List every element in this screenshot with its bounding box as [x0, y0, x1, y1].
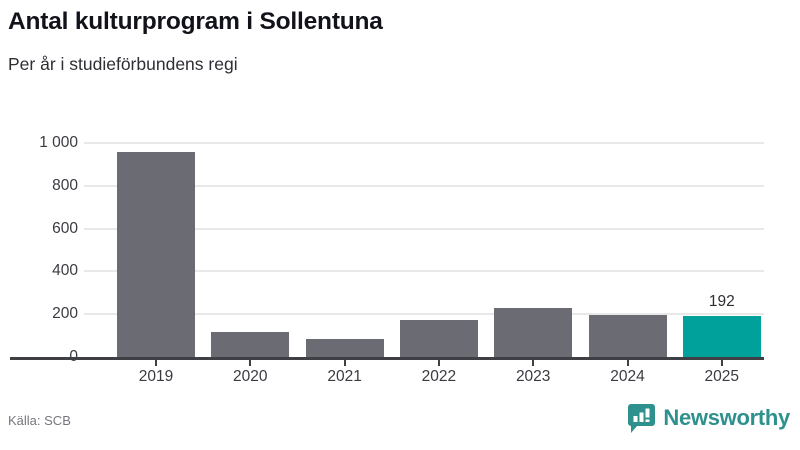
- source-note: Källa: SCB: [8, 413, 71, 428]
- x-axis-tick-mark: [249, 358, 252, 366]
- x-axis-tick-mark: [626, 358, 629, 366]
- chart-subtitle: Per år i studieförbundens regi: [8, 54, 238, 75]
- y-axis-tick-label: 600: [52, 219, 78, 237]
- x-axis-tick-label-2019: 2019: [138, 368, 174, 385]
- x-axis-tick-label-2025: 2025: [704, 368, 740, 385]
- chart-header: Antal kulturprogram i Sollentuna Per år …: [8, 0, 792, 74]
- bar-2021[interactable]: [305, 338, 384, 357]
- gridline: [84, 313, 764, 316]
- bar-2025[interactable]: [682, 315, 761, 357]
- bar-value-label-2025: 192: [708, 292, 735, 310]
- x-axis-line: [10, 357, 764, 360]
- y-axis-tick-label: 200: [52, 305, 78, 323]
- chart-title: Antal kulturprogram i Sollentuna: [8, 8, 383, 35]
- x-axis-tick-label-2022: 2022: [421, 368, 457, 385]
- gridline: [84, 227, 764, 230]
- chart-footer: Källa: SCB Newsworthy: [0, 394, 800, 450]
- y-axis-tick-label: 400: [52, 262, 78, 280]
- y-axis-tick-label: 1 000: [39, 134, 78, 151]
- gridline: [84, 142, 764, 144]
- bar-2024[interactable]: [588, 315, 667, 357]
- newsworthy-logo[interactable]: Newsworthy: [628, 402, 790, 434]
- bar-2022[interactable]: [399, 320, 478, 357]
- y-axis-tick-label: 800: [52, 176, 78, 194]
- bar-chart-speech-bubble-icon: [628, 403, 656, 433]
- x-axis-tick-mark: [720, 358, 723, 366]
- x-axis-tick-label-2020: 2020: [233, 368, 268, 385]
- gridline: [84, 270, 764, 273]
- x-axis-tick-mark: [343, 358, 346, 366]
- x-axis-tick-label-2023: 2023: [515, 368, 551, 385]
- gridline: [84, 184, 764, 187]
- bar-2020[interactable]: [211, 332, 290, 357]
- x-axis-tick-label-2021: 2021: [327, 368, 362, 385]
- newsworthy-wordmark: Newsworthy: [663, 405, 790, 430]
- y-axis-tick-label: 0: [0, 349, 78, 365]
- x-axis-tick-mark: [437, 358, 440, 366]
- x-axis-tick-mark: [155, 358, 157, 366]
- bar-2019[interactable]: [117, 151, 195, 357]
- bar-2023[interactable]: [494, 308, 573, 357]
- x-axis-tick-label-2024: 2024: [610, 368, 645, 385]
- x-axis-tick-mark: [532, 358, 535, 366]
